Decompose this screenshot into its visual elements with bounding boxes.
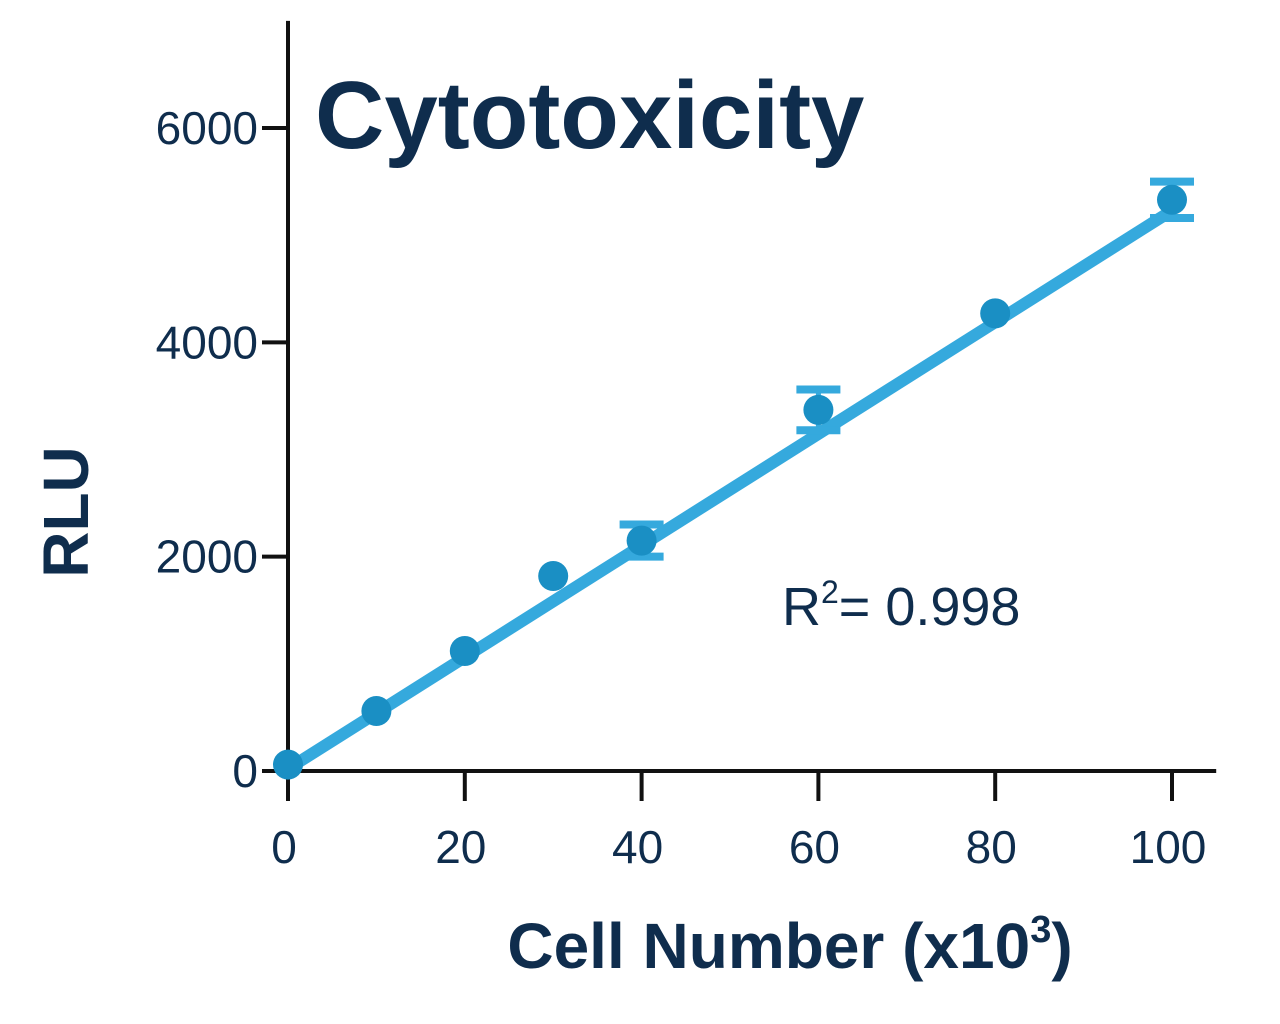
y-tick-label: 2000 [156,531,258,583]
fit-line [284,205,1176,774]
x-tick-label: 80 [966,821,1017,873]
x-axis-title: Cell Number (x103) [507,909,1072,982]
x-axis-title-main: Cell Number (x10 [507,910,1030,982]
r-squared-superscript: 2 [821,574,839,610]
y-tick-label: 0 [232,745,258,797]
axes [286,20,1217,773]
y-axis-title: RLU [30,446,102,578]
r-squared-main: R [782,577,821,637]
r-squared-annotation: R2= 0.998 [782,574,1020,637]
data-point [449,635,480,666]
data-points [273,177,1194,780]
x-axis-title-superscript: 3 [1030,909,1051,951]
data-point [1157,184,1187,215]
data-point [538,560,569,591]
data-point [626,525,657,556]
fit-line-group [284,205,1176,774]
data-point [273,749,303,780]
x-tick-label: 40 [612,821,663,873]
x-tick-label: 0 [271,821,297,873]
x-tick-label: 20 [435,821,486,873]
data-point [980,298,1011,329]
data-point [803,394,834,425]
chart-title: Cytotoxicity [315,62,864,169]
x-ticks: 0 20 40 60 80 100 [271,771,1206,873]
y-tick-label: 6000 [156,102,258,154]
y-tick-label: 4000 [156,316,258,368]
r-squared-value: = 0.998 [839,577,1021,637]
x-axis-title-end: ) [1051,910,1072,982]
x-tick-label: 100 [1130,821,1207,873]
data-point [361,695,392,726]
y-ticks: 0 2000 4000 6000 [156,102,288,797]
x-tick-label: 60 [789,821,840,873]
